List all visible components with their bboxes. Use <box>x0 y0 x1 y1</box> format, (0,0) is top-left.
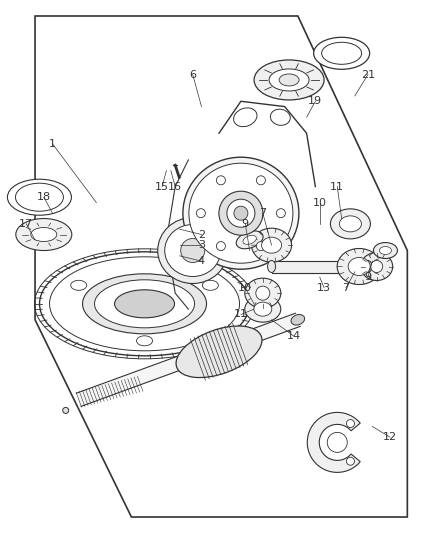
Ellipse shape <box>269 69 309 91</box>
Ellipse shape <box>270 109 290 125</box>
Ellipse shape <box>158 217 228 284</box>
Ellipse shape <box>202 280 219 290</box>
Ellipse shape <box>39 252 250 356</box>
Ellipse shape <box>165 224 221 277</box>
Ellipse shape <box>15 183 64 211</box>
Circle shape <box>276 209 286 217</box>
Text: 9: 9 <box>242 219 249 229</box>
Text: 21: 21 <box>361 70 375 79</box>
Ellipse shape <box>137 336 152 346</box>
Circle shape <box>327 432 347 453</box>
Ellipse shape <box>314 37 370 69</box>
Ellipse shape <box>82 274 207 334</box>
Ellipse shape <box>95 280 194 328</box>
Circle shape <box>256 286 270 300</box>
Ellipse shape <box>183 157 299 269</box>
Text: 18: 18 <box>37 192 51 202</box>
Ellipse shape <box>7 179 71 215</box>
Circle shape <box>181 238 205 263</box>
Ellipse shape <box>71 280 87 290</box>
Text: 10: 10 <box>238 283 252 293</box>
Ellipse shape <box>321 42 362 64</box>
Ellipse shape <box>236 231 263 249</box>
Ellipse shape <box>243 236 256 244</box>
Text: 15: 15 <box>155 182 169 191</box>
Text: 9: 9 <box>364 272 371 282</box>
Text: 11: 11 <box>234 310 248 319</box>
Circle shape <box>346 457 354 465</box>
Ellipse shape <box>339 216 361 232</box>
Text: 7: 7 <box>343 283 350 293</box>
Ellipse shape <box>115 290 174 318</box>
Text: 6: 6 <box>189 70 196 79</box>
Ellipse shape <box>268 261 276 272</box>
Text: 1: 1 <box>49 139 56 149</box>
Circle shape <box>234 206 248 220</box>
Ellipse shape <box>279 74 299 86</box>
Ellipse shape <box>176 326 262 377</box>
Ellipse shape <box>364 261 372 272</box>
Text: 17: 17 <box>19 219 33 229</box>
Ellipse shape <box>189 163 293 263</box>
Text: 13: 13 <box>317 283 331 293</box>
Text: 10: 10 <box>313 198 327 207</box>
Ellipse shape <box>49 257 240 351</box>
Circle shape <box>346 419 354 427</box>
Ellipse shape <box>245 278 281 308</box>
Circle shape <box>216 176 226 185</box>
Text: 16: 16 <box>168 182 182 191</box>
Circle shape <box>219 191 263 235</box>
Text: 19: 19 <box>308 96 322 106</box>
Text: 3: 3 <box>198 240 205 250</box>
Ellipse shape <box>374 243 397 259</box>
Ellipse shape <box>360 253 393 280</box>
Circle shape <box>196 209 205 217</box>
Circle shape <box>371 261 383 272</box>
Ellipse shape <box>348 257 370 276</box>
Circle shape <box>216 241 226 251</box>
Ellipse shape <box>233 108 257 127</box>
Ellipse shape <box>261 237 282 253</box>
Text: 14: 14 <box>286 331 300 341</box>
Text: 7: 7 <box>259 208 266 218</box>
Circle shape <box>256 176 265 185</box>
Ellipse shape <box>379 246 392 255</box>
Ellipse shape <box>16 219 72 251</box>
Ellipse shape <box>337 248 381 285</box>
Ellipse shape <box>291 314 305 325</box>
Ellipse shape <box>31 228 57 241</box>
Circle shape <box>227 199 255 227</box>
Circle shape <box>63 407 69 414</box>
Circle shape <box>256 241 265 251</box>
Ellipse shape <box>254 60 324 100</box>
Ellipse shape <box>245 296 281 322</box>
Text: 2: 2 <box>198 230 205 239</box>
Ellipse shape <box>330 209 371 239</box>
Text: 11: 11 <box>330 182 344 191</box>
Text: 4: 4 <box>198 256 205 266</box>
Ellipse shape <box>251 228 292 262</box>
Polygon shape <box>307 413 360 472</box>
Text: 12: 12 <box>383 432 397 442</box>
Ellipse shape <box>254 302 272 316</box>
